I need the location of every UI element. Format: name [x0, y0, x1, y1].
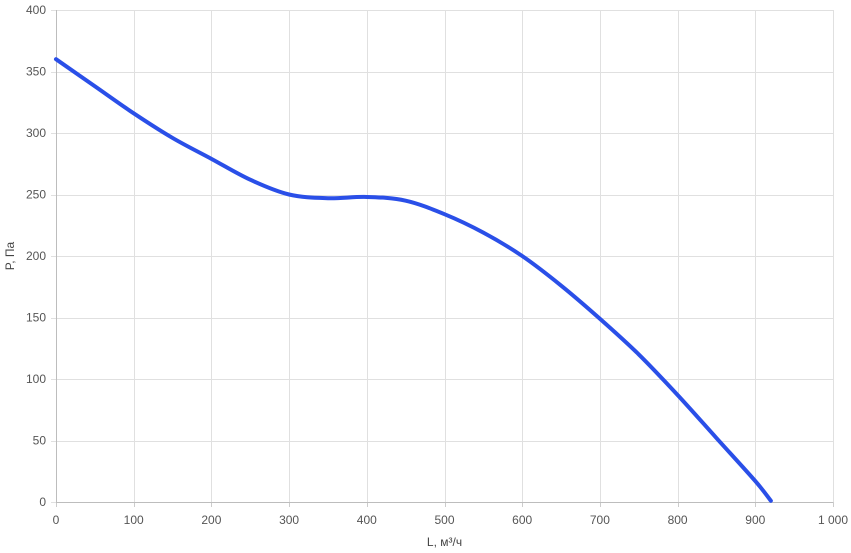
x-tick-label: 100 — [124, 513, 144, 527]
y-tick-label: 350 — [26, 65, 46, 79]
x-tick-label: 300 — [279, 513, 299, 527]
x-tick-label: 200 — [201, 513, 221, 527]
series-layer — [54, 57, 773, 503]
x-tick-label: 900 — [745, 513, 765, 527]
y-tick-label: 250 — [26, 188, 46, 202]
y-tick-label: 200 — [26, 249, 46, 263]
y-tick-label: 50 — [33, 434, 47, 448]
grid — [51, 10, 834, 503]
y-tick-label: 300 — [26, 126, 46, 140]
tick-labels: 0 100 200 300 400 500 600 700 800 900 1 000 0 50 100 1… — [26, 3, 848, 527]
x-tick-label: 400 — [357, 513, 377, 527]
y-tick-label: 0 — [39, 495, 46, 509]
x-tick-label: 1 000 — [818, 513, 848, 527]
y-tick-label: 400 — [26, 3, 46, 17]
x-tick-label: 800 — [668, 513, 688, 527]
y-axis-label: P, Па — [3, 241, 17, 270]
x-tick-label: 600 — [512, 513, 532, 527]
x-tick-label: 700 — [590, 513, 610, 527]
y-tick-label: 150 — [26, 311, 46, 325]
series-line — [54, 57, 773, 503]
x-axis-label: L, м³/ч — [427, 535, 462, 549]
y-tick-label: 100 — [26, 372, 46, 386]
x-tick-label: 0 — [53, 513, 60, 527]
axes — [56, 10, 834, 507]
x-tick-label: 500 — [434, 513, 454, 527]
